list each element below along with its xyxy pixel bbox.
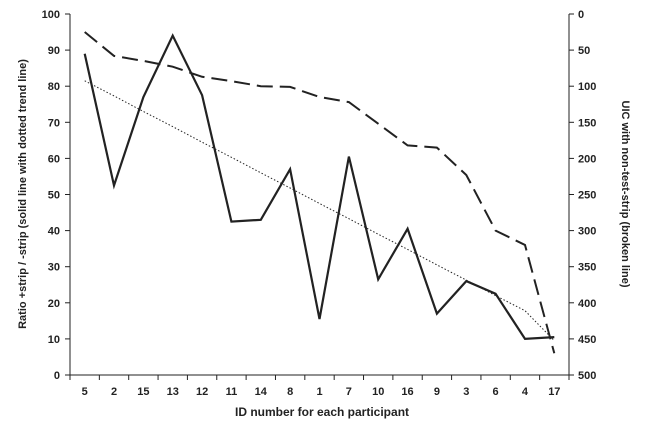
x-tick-label: 11 [226,386,238,398]
x-tick-label: 12 [196,386,208,398]
y-tick-label: 20 [48,298,60,310]
x-tick-label: 14 [255,386,268,398]
x-axis-title: ID number for each participant [235,405,409,419]
x-tick-label: 3 [463,386,469,398]
y2-tick-label: 200 [578,153,596,165]
y2-tick-label: 500 [578,370,596,382]
x-tick-label: 13 [167,386,179,398]
y-tick-label: 100 [42,9,60,21]
x-tick-label: 5 [82,386,88,398]
y-tick-label: 80 [48,81,60,93]
y2-tick-label: 250 [578,190,596,202]
y2-tick-label: 350 [578,262,596,274]
y2-tick-label: 450 [578,334,596,346]
x-tick-label: 8 [287,386,293,398]
ratio-solid-line [83,33,555,341]
y-tick-label: 90 [48,45,60,57]
ratio-trend-line [84,80,555,342]
ticks-layer: 0 10 20 30 40 50 60 70 80 90 100 0 50 100 150 200 250 300… [42,9,597,398]
y-tick-label: 60 [48,153,60,165]
y-tick-label: 10 [48,334,60,346]
y-axis-title: Ratio +strip / -strip (solid line with d… [17,59,29,329]
x-tick-label: 15 [137,386,149,398]
y-tick-label: 40 [48,226,60,238]
y-tick-label: 30 [48,262,60,274]
x-tick-label: 1 [316,386,322,398]
y2-tick-label: 150 [578,117,596,129]
y-tick-label: 0 [54,370,60,382]
x-tick-label: 7 [346,386,352,398]
y2-tick-label: 100 [578,81,596,93]
y2-tick-label: 50 [578,45,590,57]
uic-broken-line [84,31,556,354]
y2-tick-label: 300 [578,226,596,238]
x-tick-label: 17 [548,386,560,398]
x-tick-label: 9 [434,386,440,398]
axes-layer [69,14,570,376]
x-tick-label: 16 [401,386,413,398]
y2-tick-label: 0 [578,9,584,21]
y2-axis-title: UIC with non-test-strip (broken line) [619,101,631,288]
x-tick-label: 4 [522,386,529,398]
x-tick-label: 2 [111,386,117,398]
y2-tick-label: 400 [578,298,596,310]
series-layer [83,31,556,354]
y-tick-label: 70 [48,117,60,129]
y-tick-label: 50 [48,190,60,202]
x-tick-label: 6 [493,386,499,398]
x-tick-label: 10 [372,386,384,398]
